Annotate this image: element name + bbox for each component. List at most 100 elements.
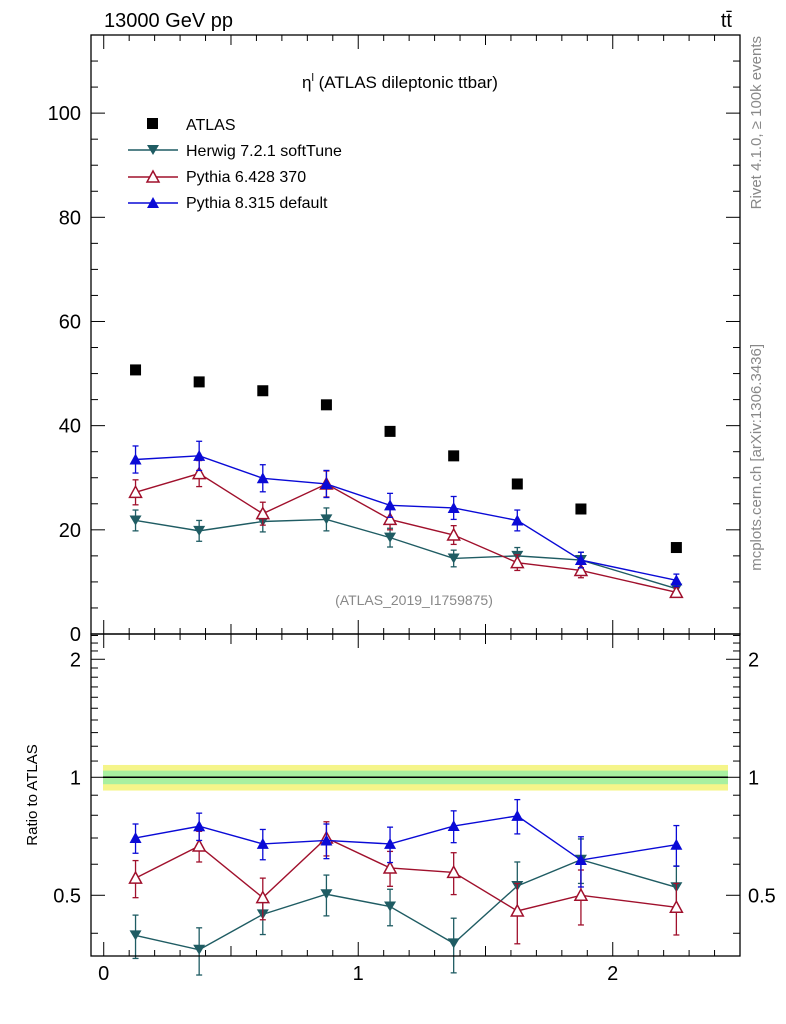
ratio-point-pythia-6-428-370 <box>669 899 684 914</box>
xtick-label: 2 <box>607 963 618 985</box>
ratio-ylabel: Ratio to ATLAS <box>24 744 41 845</box>
main-point-pythia-6-428-370 <box>191 466 207 480</box>
ratio-reference-band <box>103 764 728 791</box>
main-line-herwig-7-2-1-softtune <box>135 518 677 590</box>
main-point-pythia-6-428-370 <box>669 584 684 599</box>
main-series-herwig-7-2-1-softtune <box>129 507 683 595</box>
ratio-point-pythia-8-315-default <box>670 838 683 850</box>
main-series-atlas <box>130 364 682 554</box>
ratio-point-pythia-8-315-default <box>511 809 524 821</box>
ratio-point-herwig-7-2-1-softtune <box>193 944 206 955</box>
ratio-point-pythia-6-428-370 <box>128 870 143 884</box>
legend-marker-herwig <box>147 145 159 155</box>
main-point-pythia-6-428-370 <box>510 555 525 569</box>
ratio-series-herwig-7-2-1-softtune <box>129 838 683 976</box>
main-point-atlas <box>575 503 587 515</box>
ratio-point-herwig-7-2-1-softtune <box>447 938 460 949</box>
main-point-pythia-8-315-default <box>447 501 460 513</box>
ratio-point-pythia-8-315-default <box>320 834 333 846</box>
main-point-herwig-7-2-1-softtune <box>193 525 206 536</box>
main-ytick-label: 20 <box>59 520 81 542</box>
xtick-label: 1 <box>353 963 364 985</box>
main-point-atlas <box>511 478 523 490</box>
main-ytick-label: 0 <box>70 624 81 646</box>
ratio-point-pythia-6-428-370 <box>510 903 525 917</box>
ratio-ytick-label-right: 1 <box>748 767 759 789</box>
main-point-pythia-8-315-default <box>384 499 397 511</box>
header-right-label: tt̄ <box>721 10 733 32</box>
rivet-version-label: Rivet 4.1.0, ≥ 100k events <box>748 36 765 209</box>
main-ytick-label: 100 <box>48 103 81 125</box>
main-series-pythia-8-315-default <box>129 440 683 588</box>
title-rest: (ATLAS dileptonic ttbar) <box>314 73 498 92</box>
main-point-herwig-7-2-1-softtune <box>129 515 142 526</box>
legend-label-pythia8: Pythia 8.315 default <box>186 195 328 212</box>
legend-marker-atlas <box>147 118 158 129</box>
ratio-point-pythia-8-315-default <box>384 837 397 849</box>
main-plot-panel: 0 20 40 60 80 100 ηl (ATLAS dileptonic ttbar)… <box>48 34 741 956</box>
ratio-point-pythia-8-315-default <box>447 820 460 832</box>
main-point-pythia-6-428-370 <box>255 506 271 520</box>
legend: ATLAS Herwig 7.2.1 softTune Pythia 6.428… <box>128 117 342 212</box>
main-point-atlas <box>670 542 682 554</box>
ratio-point-herwig-7-2-1-softtune <box>320 889 333 900</box>
header-left-label: 13000 GeV pp <box>104 10 233 32</box>
main-plot-title: ηl (ATLAS dileptonic ttbar) <box>302 72 498 92</box>
main-point-pythia-8-315-default <box>574 554 587 566</box>
ratio-plot-frame <box>90 633 741 957</box>
ratio-point-pythia-6-428-370 <box>573 887 589 902</box>
main-point-atlas <box>193 376 205 388</box>
ratio-line-pythia-6-428-370 <box>135 837 677 912</box>
ratio-plot-panel: 0.5 0.5 1 1 2 2 Ratio to ATLAS <box>24 633 776 976</box>
legend-label-atlas: ATLAS <box>186 117 236 134</box>
main-point-herwig-7-2-1-softtune <box>447 553 460 564</box>
main-point-atlas <box>384 425 396 437</box>
legend-marker-pythia8 <box>147 197 159 208</box>
legend-label-herwig: Herwig 7.2.1 softTune <box>186 143 342 160</box>
ratio-point-herwig-7-2-1-softtune <box>384 901 397 912</box>
main-point-pythia-6-428-370 <box>573 562 589 577</box>
ratio-point-herwig-7-2-1-softtune <box>129 930 142 941</box>
ratio-line-herwig-7-2-1-softtune <box>135 859 677 951</box>
title-eta: η <box>302 73 311 92</box>
title-superscript: l <box>311 72 313 84</box>
main-point-atlas <box>130 364 142 376</box>
ratio-ytick-label: 0.5 <box>53 885 81 907</box>
ratio-point-pythia-6-428-370 <box>446 864 461 879</box>
main-point-atlas <box>320 399 332 411</box>
ratio-ytick-label: 2 <box>70 649 81 671</box>
ratio-series-pythia-8-315-default <box>129 798 683 888</box>
analysis-watermark: (ATLAS_2019_I1759875) <box>335 592 493 608</box>
xtick-label: 0 <box>98 963 109 985</box>
main-point-herwig-7-2-1-softtune <box>384 532 397 543</box>
main-ytick-label: 60 <box>59 311 81 333</box>
ratio-point-pythia-8-315-default <box>129 831 142 843</box>
main-ytick-label: 40 <box>59 416 81 438</box>
ratio-point-pythia-6-428-370 <box>191 838 207 852</box>
main-point-pythia-8-315-default <box>129 453 142 465</box>
main-point-pythia-8-315-default <box>193 449 206 461</box>
ratio-line-pythia-8-315-default <box>135 815 677 861</box>
main-point-pythia-8-315-default <box>670 574 683 586</box>
ratio-point-pythia-8-315-default <box>256 837 269 849</box>
main-point-herwig-7-2-1-softtune <box>320 514 333 525</box>
ratio-point-pythia-6-428-370 <box>255 890 271 904</box>
ratio-point-pythia-6-428-370 <box>382 860 398 874</box>
ratio-ytick-label: 1 <box>70 767 81 789</box>
legend-label-pythia6: Pythia 6.428 370 <box>186 169 306 186</box>
mcplots-label: mcplots.cern.ch [arXiv:1306.3436] <box>748 344 765 571</box>
main-point-pythia-6-428-370 <box>446 527 461 541</box>
main-point-atlas <box>448 450 460 462</box>
ratio-ytick-label-right: 2 <box>748 649 759 671</box>
main-point-atlas <box>257 385 269 397</box>
legend-marker-pythia6 <box>145 169 161 183</box>
ratio-ytick-label-right: 0.5 <box>748 885 776 907</box>
main-line-pythia-8-315-default <box>135 455 677 582</box>
ratio-point-pythia-8-315-default <box>574 854 587 866</box>
main-point-pythia-8-315-default <box>256 472 269 484</box>
main-point-pythia-6-428-370 <box>382 511 398 526</box>
main-point-pythia-8-315-default <box>320 477 333 489</box>
main-line-pythia-6-428-370 <box>135 472 677 594</box>
main-point-pythia-8-315-default <box>511 514 524 526</box>
